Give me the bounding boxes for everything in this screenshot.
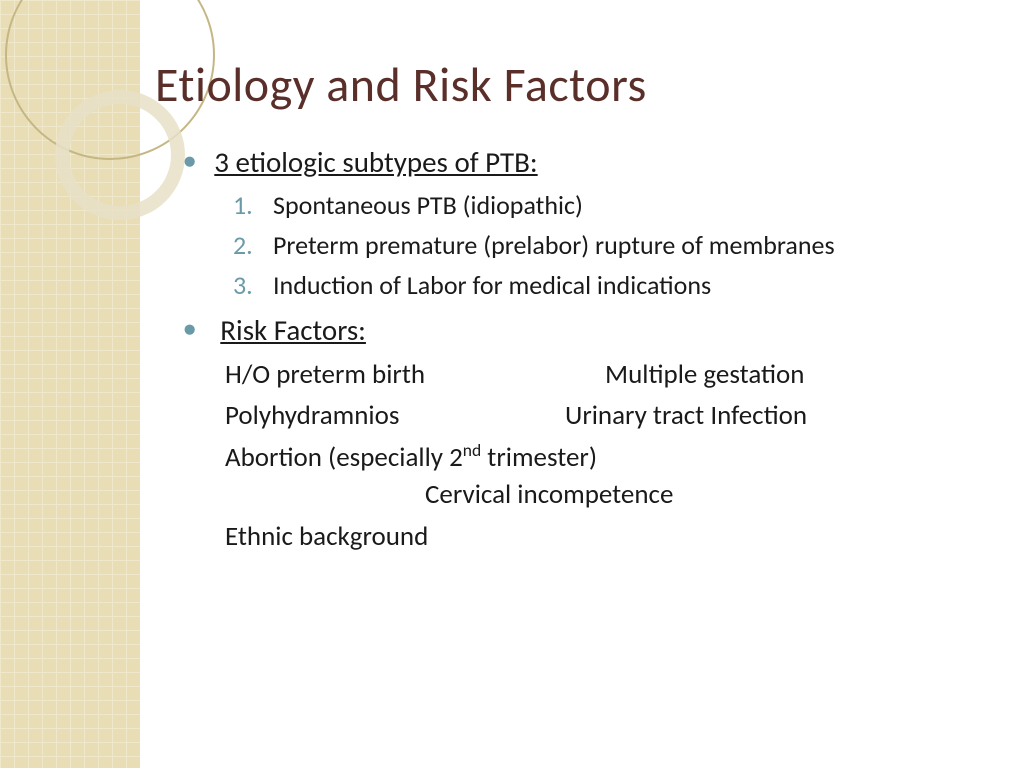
risk-row: H/O preterm birth Multiple gestation — [225, 356, 995, 393]
slide-content: Etiology and Risk Factors ● 3 etiologic … — [155, 55, 995, 555]
risk-item: Abortion (especially 2nd trimester) — [225, 438, 995, 476]
section2-heading: Risk Factors: — [220, 310, 366, 350]
bullet-icon: ● — [183, 146, 196, 176]
numbered-item-1: 1. Spontaneous PTB (idiopathic) — [233, 188, 995, 224]
risk-factors-list: H/O preterm birth Multiple gestation Pol… — [225, 356, 995, 555]
bullet-section-1: ● 3 etiologic subtypes of PTB: — [155, 142, 995, 182]
slide-body: ● 3 etiologic subtypes of PTB: 1. Sponta… — [155, 142, 995, 555]
numbered-text: Spontaneous PTB (idiopathic) — [273, 188, 995, 224]
risk-item: Multiple gestation — [605, 356, 804, 393]
numbered-item-2: 2. Preterm premature (prelabor) rupture … — [233, 228, 995, 264]
risk-item: Urinary tract Infection — [565, 397, 807, 434]
risk-row: Polyhydramnios Urinary tract Infection — [225, 397, 995, 434]
number-marker: 3. — [233, 268, 273, 304]
number-marker: 1. — [233, 188, 273, 224]
numbered-item-3: 3. Induction of Labor for medical indica… — [233, 268, 995, 304]
numbered-text: Induction of Labor for medical indicatio… — [273, 268, 995, 304]
numbered-text: Preterm premature (prelabor) rupture of … — [273, 228, 995, 264]
bullet-section-2: ● Risk Factors: — [155, 310, 995, 350]
bullet-icon: ● — [183, 314, 196, 344]
slide-title: Etiology and Risk Factors — [155, 55, 995, 114]
risk-item: Cervical incompetence — [425, 476, 995, 513]
section1-heading: 3 etiologic subtypes of PTB: — [214, 142, 537, 182]
risk-item: Ethnic background — [225, 518, 995, 555]
risk-item: Polyhydramnios — [225, 397, 565, 434]
risk-item: H/O preterm birth — [225, 356, 605, 393]
number-marker: 2. — [233, 228, 273, 264]
